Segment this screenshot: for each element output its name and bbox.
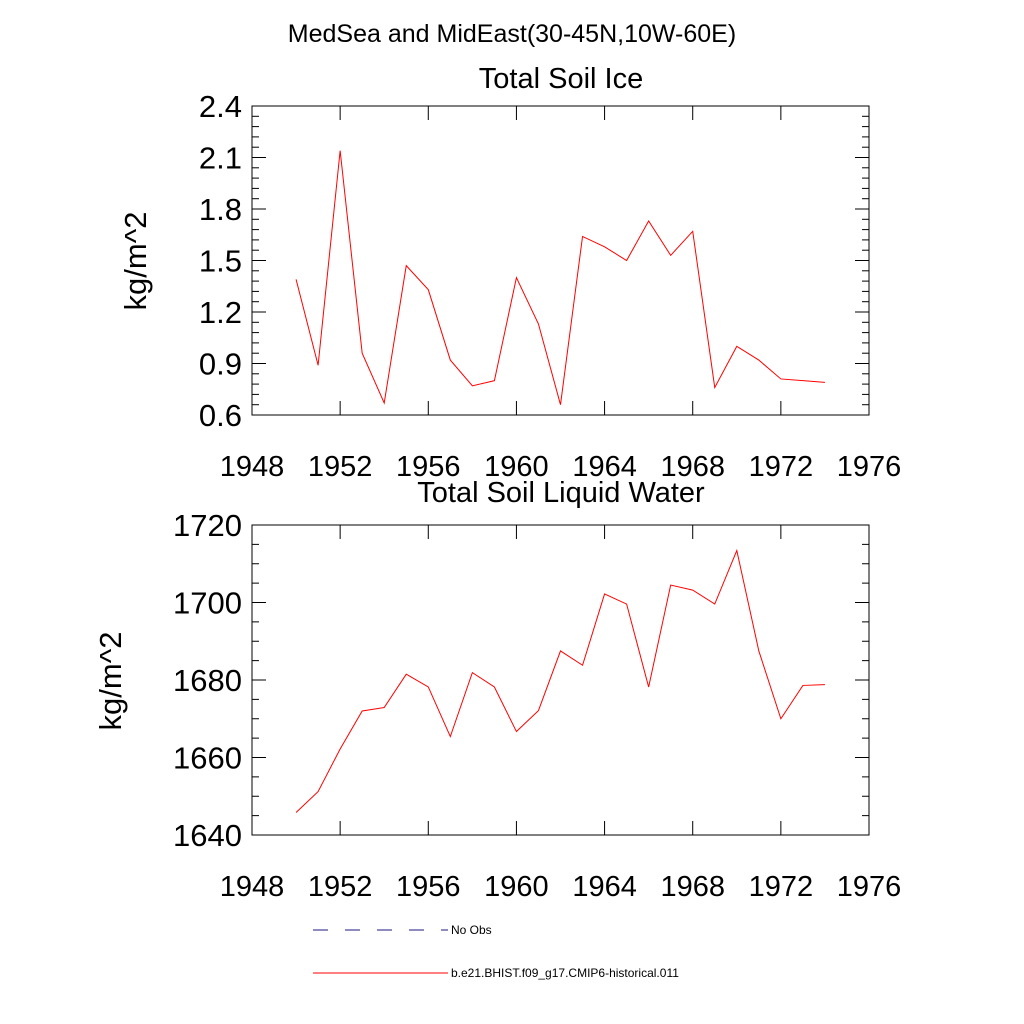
x-tick-label: 1976 — [837, 871, 902, 903]
x-tick-label: 1960 — [484, 451, 549, 483]
panel-total-soil-liquid-water: Total Soil Liquid Water kg/m^2 1948 1952 1… — [93, 477, 901, 903]
y-axis-label: kg/m^2 — [118, 212, 153, 311]
panel-total-soil-ice: Total Soil Ice kg/m^2 1948 1952 1956 1960 19… — [118, 63, 901, 483]
y-axis-label: kg/m^2 — [93, 632, 128, 731]
x-tick-label: 1972 — [749, 451, 814, 483]
x-tick-label: 1972 — [749, 871, 814, 903]
x-tick-label: 1952 — [308, 871, 373, 903]
axis-ticks — [251, 524, 870, 836]
series-group — [295, 548, 825, 813]
x-tick-label: 1968 — [660, 871, 725, 903]
y-tick-label: 0.9 — [199, 347, 242, 382]
x-tick-label: 1956 — [396, 451, 461, 483]
x-tick-label: 1952 — [308, 451, 373, 483]
y-tick-label: 2.4 — [199, 89, 242, 124]
legend-item-model-run: b.e21.BHIST.f09_g17.CMIP6-historical.011 — [313, 966, 679, 980]
series-line-model-run — [295, 150, 825, 405]
panel-title: Total Soil Ice — [479, 63, 643, 95]
axis-tick-labels: 1948 1952 1956 1960 1964 1968 1972 1976 1640 1660… — [173, 508, 901, 903]
y-tick-label: 1.5 — [199, 244, 242, 279]
x-tick-label: 1968 — [660, 451, 725, 483]
x-tick-label: 1948 — [220, 871, 285, 903]
y-tick-label: 1700 — [173, 586, 242, 621]
axis-tick-labels: 1948 1952 1956 1960 1964 1968 1972 1976 0.6 0.9 1.… — [199, 89, 901, 483]
y-tick-label: 1640 — [173, 818, 242, 853]
y-tick-label: 1680 — [173, 663, 242, 698]
y-tick-label: 1720 — [173, 508, 242, 543]
legend: No Obs b.e21.BHIST.f09_g17.CMIP6-histori… — [313, 923, 679, 980]
x-tick-label: 1964 — [572, 871, 637, 903]
x-tick-label: 1976 — [837, 451, 902, 483]
x-tick-label: 1956 — [396, 871, 461, 903]
series-line-model-run — [295, 548, 825, 813]
figure-main-title: MedSea and MidEast(30-45N,10W-60E) — [288, 20, 736, 48]
y-tick-label: 1.8 — [199, 192, 242, 227]
legend-label: No Obs — [451, 923, 492, 937]
y-tick-label: 0.6 — [199, 398, 242, 433]
legend-item-no-obs: No Obs — [313, 923, 492, 937]
x-tick-label: 1960 — [484, 871, 549, 903]
axis-ticks — [251, 105, 870, 416]
y-tick-label: 2.1 — [199, 141, 242, 176]
y-tick-label: 1.2 — [199, 295, 242, 330]
series-group — [295, 150, 825, 405]
panel-title: Total Soil Liquid Water — [417, 477, 705, 509]
legend-label: b.e21.BHIST.f09_g17.CMIP6-historical.011 — [451, 966, 679, 980]
y-tick-label: 1660 — [173, 741, 242, 776]
x-tick-label: 1964 — [572, 451, 637, 483]
x-tick-label: 1948 — [220, 451, 285, 483]
